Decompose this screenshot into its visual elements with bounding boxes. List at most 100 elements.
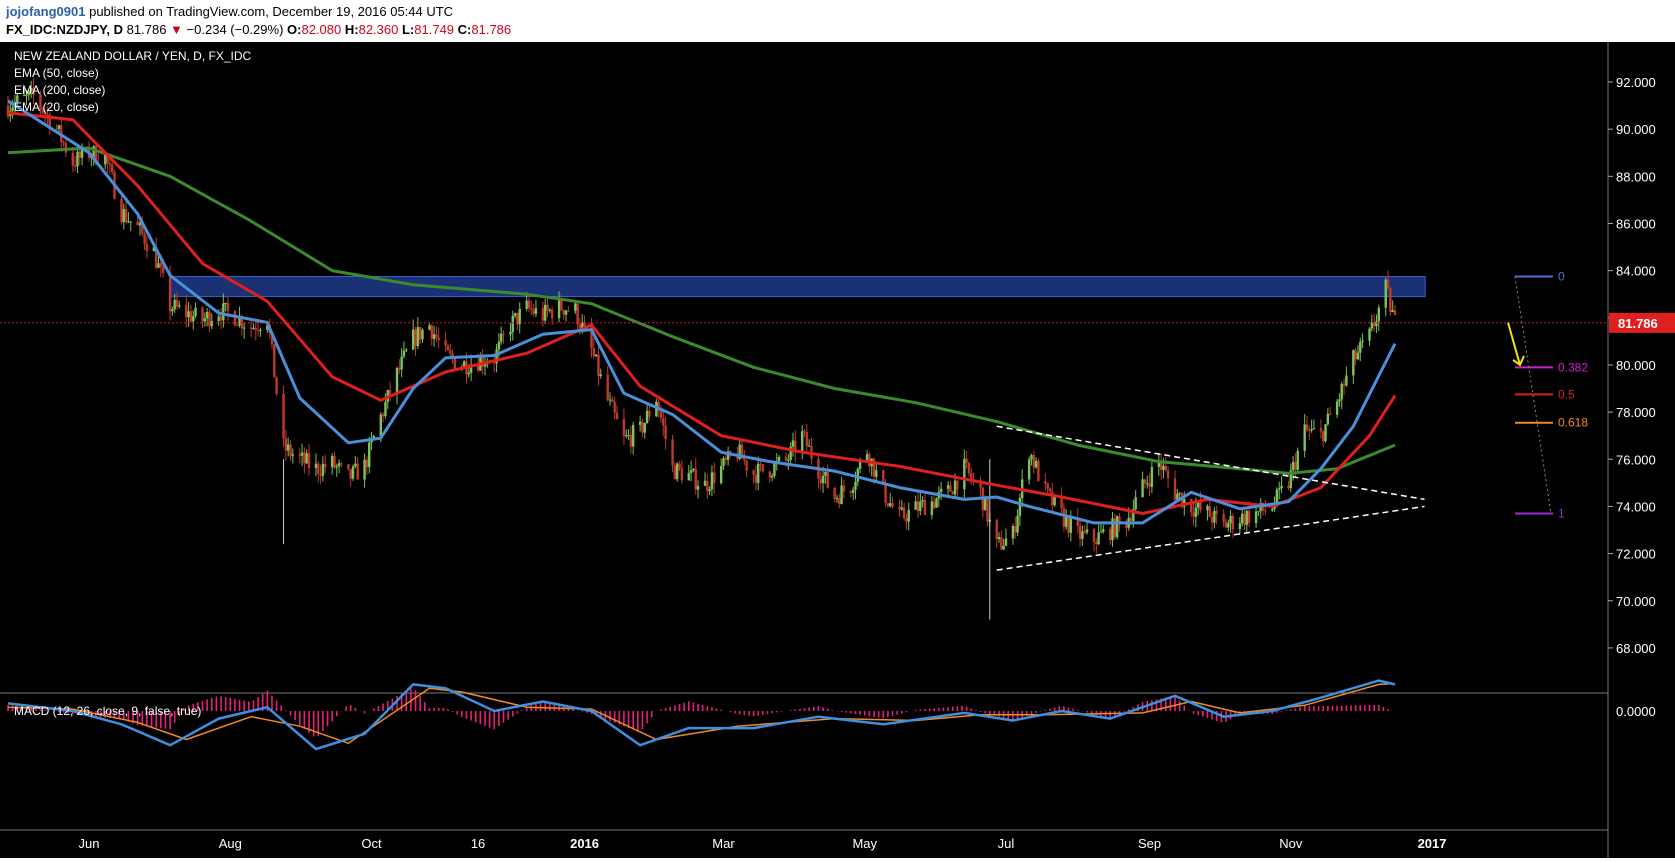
candle-body xyxy=(625,435,628,437)
candle xyxy=(71,146,75,173)
candle xyxy=(629,425,633,454)
candle xyxy=(1377,304,1380,331)
candle-body xyxy=(1134,497,1137,510)
candle xyxy=(919,492,922,516)
candle-body xyxy=(1078,525,1082,540)
candle-body xyxy=(222,303,225,321)
candle-body xyxy=(615,412,619,420)
candle-body xyxy=(791,440,795,447)
candle-body xyxy=(541,308,545,321)
candle xyxy=(615,405,619,420)
candle-body xyxy=(275,377,278,394)
candle-body xyxy=(27,91,31,95)
candle-body xyxy=(1097,532,1100,545)
candle-body xyxy=(1081,531,1084,540)
candle-body xyxy=(930,501,934,516)
y-tick-label: 76.000 xyxy=(1616,452,1656,467)
candle xyxy=(173,293,176,313)
candle xyxy=(418,326,422,345)
candle xyxy=(337,459,341,474)
candle-body xyxy=(736,455,739,459)
candle xyxy=(838,493,841,509)
chart-area[interactable]: 0 0.382 0.5 0.618 1 92.000 90.000 88.000 86.000… xyxy=(0,42,1675,858)
candle-body xyxy=(838,498,841,504)
candle xyxy=(1324,424,1327,443)
candle-body xyxy=(1146,483,1149,485)
legend: NEW ZEALAND DOLLAR / YEN, D, FX_IDC EMA … xyxy=(14,49,251,718)
candle-body xyxy=(933,501,936,508)
publish-info: jojofang0901 published on TradingView.co… xyxy=(6,4,453,19)
candle-body xyxy=(1067,516,1070,533)
candle-body xyxy=(854,481,857,490)
candle-body xyxy=(1206,505,1209,511)
candle xyxy=(141,215,144,237)
candle xyxy=(1064,509,1068,530)
candle-body xyxy=(29,88,33,92)
candle xyxy=(710,465,714,496)
candle-body xyxy=(435,334,438,338)
candle xyxy=(351,464,355,481)
candle-body xyxy=(1296,450,1299,470)
candle xyxy=(1176,488,1179,500)
candle-body xyxy=(57,125,61,129)
candle xyxy=(1097,524,1100,546)
candle-body xyxy=(678,463,681,469)
candle xyxy=(608,392,612,406)
candle-body xyxy=(1176,493,1179,500)
candle xyxy=(1356,345,1360,361)
candle xyxy=(104,153,107,170)
candle xyxy=(421,328,424,343)
candle xyxy=(1257,511,1260,517)
fib-level-label: 1 xyxy=(1558,507,1565,521)
candle xyxy=(835,494,839,504)
candle xyxy=(770,473,774,482)
candle-body xyxy=(78,151,81,158)
candle-body xyxy=(256,330,260,332)
candle-body xyxy=(884,482,887,504)
candle-body xyxy=(476,364,480,371)
candle-body xyxy=(418,327,422,340)
candle xyxy=(1308,425,1311,441)
candle xyxy=(631,421,635,455)
candle-body xyxy=(23,95,26,97)
candle-body xyxy=(578,324,582,329)
candle xyxy=(314,453,318,477)
candle xyxy=(1051,482,1054,513)
candle-body xyxy=(73,165,77,167)
candle xyxy=(706,474,709,499)
candle-body xyxy=(567,310,570,312)
candle-body xyxy=(1340,383,1343,400)
candle xyxy=(303,447,306,474)
candle xyxy=(1354,348,1357,366)
candle-body xyxy=(152,247,156,252)
candle xyxy=(1319,419,1323,439)
candle xyxy=(185,294,188,328)
candle-body xyxy=(25,94,28,96)
candle-body xyxy=(1125,521,1128,528)
candle xyxy=(951,490,954,495)
price-chart[interactable]: 0 0.382 0.5 0.618 1 92.000 90.000 88.000 86.000… xyxy=(0,42,1675,858)
candle-body xyxy=(657,401,660,411)
candle-body xyxy=(194,307,197,317)
candle xyxy=(703,472,707,487)
candle-body xyxy=(1150,466,1154,487)
candle xyxy=(789,442,792,464)
candle-body xyxy=(801,431,804,453)
author-link[interactable]: jojofang0901 xyxy=(6,4,86,19)
candle-body xyxy=(1352,350,1355,376)
candle xyxy=(1034,457,1038,469)
x-tick-label: Jun xyxy=(79,836,100,851)
candle-body xyxy=(1053,496,1056,506)
candle-body xyxy=(1335,401,1339,415)
candle-body xyxy=(680,468,684,481)
candle-body xyxy=(1166,470,1170,479)
candle xyxy=(754,465,758,491)
candle xyxy=(696,480,700,499)
candle xyxy=(1004,528,1008,547)
candle xyxy=(745,459,748,478)
candle-body xyxy=(865,453,869,461)
candle xyxy=(502,330,505,344)
candle-body xyxy=(1115,516,1119,538)
candle xyxy=(1044,473,1047,491)
candle xyxy=(511,310,514,341)
